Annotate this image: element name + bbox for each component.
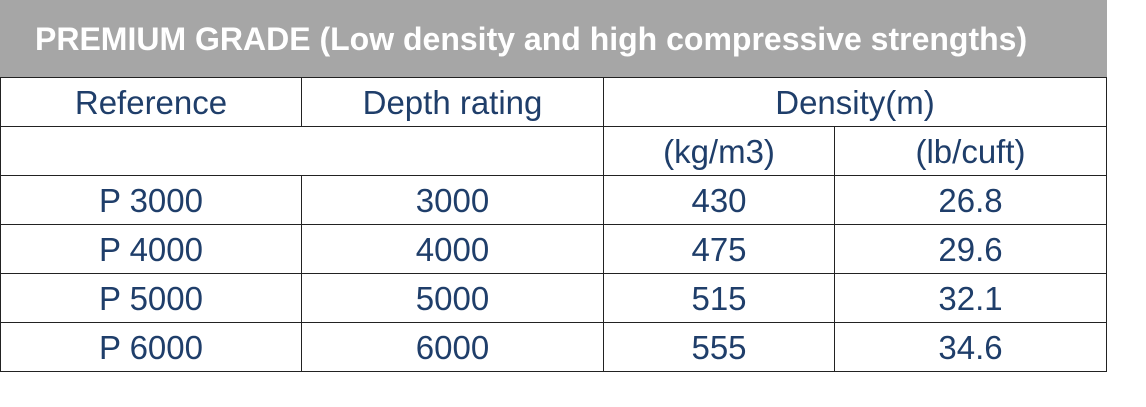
data-cell: 5000 xyxy=(301,273,604,323)
table-title: PREMIUM GRADE (Low density and high comp… xyxy=(0,0,1107,78)
data-cell: 6000 xyxy=(301,322,604,372)
data-cell: P 3000 xyxy=(0,175,302,225)
data-cell: P 5000 xyxy=(0,273,302,323)
subheader-cell: (kg/m3) xyxy=(603,126,835,176)
header-row: Reference Depth rating Density(m) xyxy=(0,77,1107,127)
header-cell: Depth rating xyxy=(301,77,604,127)
data-cell: 515 xyxy=(603,273,835,323)
data-row: P 5000 5000 515 32.1 xyxy=(0,273,1107,323)
empty-cell xyxy=(0,126,604,176)
data-cell: P 6000 xyxy=(0,322,302,372)
data-cell: 32.1 xyxy=(834,273,1107,323)
subheader-cell: (lb/cuft) xyxy=(834,126,1107,176)
subheader-row: (kg/m3) (lb/cuft) xyxy=(0,126,1107,176)
grade-table: PREMIUM GRADE (Low density and high comp… xyxy=(0,0,1107,372)
data-row: P 4000 4000 475 29.6 xyxy=(0,224,1107,274)
header-cell: Density(m) xyxy=(603,77,1107,127)
data-cell: 26.8 xyxy=(834,175,1107,225)
data-cell: 475 xyxy=(603,224,835,274)
data-cell: 555 xyxy=(603,322,835,372)
data-row: P 3000 3000 430 26.8 xyxy=(0,175,1107,225)
data-cell: P 4000 xyxy=(0,224,302,274)
data-cell: 3000 xyxy=(301,175,604,225)
data-cell: 430 xyxy=(603,175,835,225)
data-cell: 4000 xyxy=(301,224,604,274)
data-row: P 6000 6000 555 34.6 xyxy=(0,322,1107,372)
data-cell: 29.6 xyxy=(834,224,1107,274)
data-cell: 34.6 xyxy=(834,322,1107,372)
title-row: PREMIUM GRADE (Low density and high comp… xyxy=(0,0,1107,78)
header-cell: Reference xyxy=(0,77,302,127)
